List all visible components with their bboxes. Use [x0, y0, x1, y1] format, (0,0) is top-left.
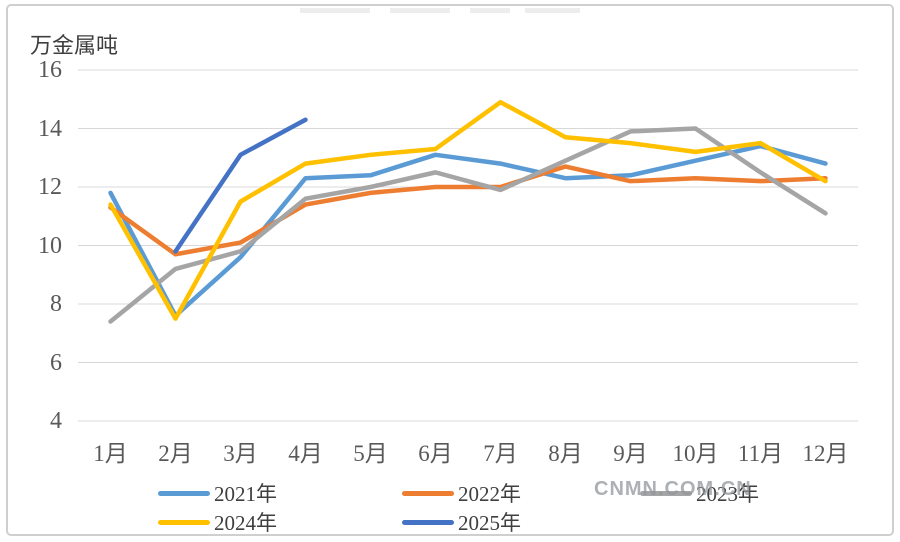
- y-tick-label: 16: [38, 57, 62, 83]
- x-tick-label: 9月: [613, 441, 648, 466]
- x-tick-label: 3月: [223, 441, 258, 466]
- series-line-2024年: [108, 99, 828, 321]
- legend-item-2021年: 2021年: [158, 478, 277, 508]
- y-tick-label: 10: [38, 232, 62, 259]
- x-tick-label: 6月: [418, 441, 453, 466]
- cropped-title-remnant: [300, 8, 370, 13]
- legend-label: 2025年: [458, 511, 521, 535]
- legend-item-2022年: 2022年: [402, 478, 521, 508]
- y-tick-label: 6: [50, 349, 62, 376]
- legend-swatch-icon: [158, 490, 210, 496]
- x-tick-label: 7月: [483, 441, 518, 466]
- legend-swatch-icon: [402, 519, 454, 525]
- legend-label: 2022年: [458, 482, 521, 506]
- cropped-title-remnant: [390, 8, 450, 13]
- legend-item-2023年: 2023年: [640, 478, 759, 508]
- legend-item-2024年: 2024年: [158, 507, 277, 537]
- y-axis-unit-label: 万金属吨: [30, 33, 119, 58]
- legend-label: 2023年: [696, 482, 759, 506]
- x-tick-label: 12月: [802, 441, 849, 466]
- x-tick-label: 4月: [288, 441, 323, 466]
- y-tick-label: 4: [50, 408, 62, 434]
- legend-label: 2021年: [214, 482, 277, 506]
- x-tick-label: 10月: [672, 441, 719, 466]
- y-tick-label: 12: [38, 174, 62, 200]
- series-line-2022年: [108, 164, 828, 257]
- x-tick-label: 2月: [158, 441, 193, 466]
- legend-label: 2024年: [214, 511, 277, 535]
- legend-swatch-icon: [158, 519, 210, 525]
- x-tick-label: 11月: [737, 441, 784, 466]
- legend-swatch-icon: [640, 490, 692, 496]
- series-line-2025年: [173, 117, 308, 254]
- series-line-2021年: [108, 143, 828, 318]
- x-tick-label: 5月: [353, 441, 388, 466]
- y-tick-label: 8: [50, 291, 62, 317]
- x-tick-label: 1月: [93, 441, 128, 466]
- cropped-title-remnant: [470, 8, 510, 13]
- watermark-text: CNMN.COM.CN: [594, 478, 752, 500]
- x-tick-label: 8月: [548, 441, 583, 466]
- legend-swatch-icon: [402, 490, 454, 496]
- y-tick-label: 14: [38, 115, 62, 142]
- legend-item-2025年: 2025年: [402, 507, 521, 537]
- series-line-2023年: [108, 126, 828, 324]
- cropped-title-remnant: [525, 8, 580, 13]
